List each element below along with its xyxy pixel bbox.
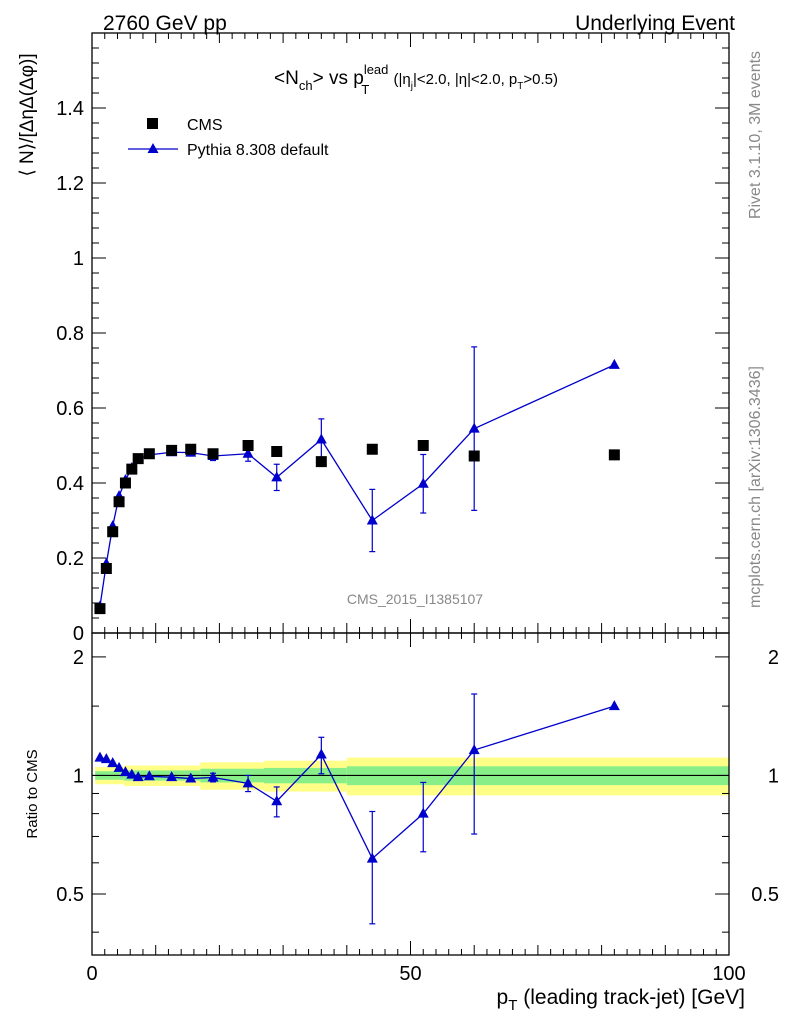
ratio-pythia-point [417, 807, 429, 818]
ratio-pythia-point [166, 771, 178, 782]
main-cms-point [132, 453, 144, 465]
main-panel: 0 0.2 0.4 0.6 0.8 1 1.2 1.4 <Nch> vs plead T (|η… [17, 32, 730, 645]
main-y-tick-label: 0 [73, 623, 84, 645]
title-cut-open: (|η [389, 71, 410, 88]
ratio-pythia-point [132, 771, 144, 782]
main-title: <Nch> vs plead T (|ηj|<2.0, |η|<2.0, pT>0… [274, 62, 558, 97]
ratio-pythia-point [242, 777, 254, 788]
title-cut-sub-j: j [410, 81, 413, 92]
ratio-pythia-point [143, 770, 155, 781]
ratio-pythia-point [366, 852, 378, 863]
main-pythia-point [417, 477, 429, 488]
main-cms-point [366, 443, 378, 455]
ratio-x-tick-label: 100 [712, 963, 745, 985]
main-cms-point [185, 443, 197, 455]
main-y-tick-label: 0.2 [56, 548, 84, 570]
rivet-label: Rivet 3.1.10, 3M events [747, 51, 764, 219]
ratio-y-tick-label: 1 [73, 765, 84, 787]
legend-label-pythia: Pythia 8.308 default [187, 142, 329, 159]
main-cms-point [100, 563, 112, 574]
ratio-x-axis: 0 50 100 [86, 633, 746, 985]
title-cut-close: >0.5) [523, 71, 558, 88]
legend: CMS Pythia 8.308 default [128, 117, 329, 159]
main-y-tick-label: 1 [73, 248, 84, 270]
ratio-y-tick-label-right: 2 [768, 647, 779, 669]
main-cms-point [242, 440, 254, 451]
main-pythia-line [99, 364, 615, 607]
ratio-pythia-point [315, 748, 327, 759]
title-cut-mid: |<2.0, |η|<2.0, p [413, 71, 517, 88]
main-cms-point [107, 526, 119, 538]
title-part1: <N [274, 68, 299, 89]
main-cms-point [608, 449, 620, 461]
legend-label-cms: CMS [187, 117, 223, 134]
main-pythia-point [315, 433, 327, 444]
main-y-tick-label: 0.8 [56, 323, 84, 345]
ratio-pythia-point [94, 751, 106, 762]
mcplots-label: mcplots.cern.ch [arXiv:1306.3436] [747, 366, 764, 608]
main-pythia-point [366, 514, 378, 525]
ratio-pythia-point [207, 771, 219, 782]
ratio-pythia-point [608, 700, 620, 711]
ratio-y-axis: 0.5 0.5 1 1 2 2 [56, 647, 779, 933]
ratio-plot-content [94, 693, 620, 925]
title-sup2: lead [364, 62, 389, 77]
ratio-pythia-point [100, 753, 112, 764]
main-plot-content [94, 346, 620, 615]
main-cms-point [315, 456, 327, 468]
ratio-x-tick-label: 0 [86, 963, 97, 985]
main-cms-point [94, 603, 106, 615]
main-cms-point [119, 477, 131, 489]
ratio-x-tick-label: 50 [399, 963, 421, 985]
title-sub1: ch [299, 78, 313, 93]
main-pythia-point [242, 447, 254, 458]
x-axis-label-rest: (leading track-jet) [GeV] [517, 986, 745, 1009]
header-left: 2760 GeV pp [103, 12, 227, 35]
main-y-tick-label: 1.2 [56, 173, 84, 195]
ratio-y-tick-label: 2 [73, 647, 84, 669]
main-cms-point [207, 448, 219, 460]
ratio-y-tick-label-right: 0.5 [751, 884, 779, 906]
legend-marker-pythia [147, 143, 159, 153]
ratio-y-axis-label: Ratio to CMS [24, 749, 41, 838]
header-right: Underlying Event [575, 12, 735, 35]
main-cms-point [143, 448, 155, 460]
x-axis-label: pT (leading track-jet) [GeV] [497, 986, 745, 1014]
main-pythia-point [271, 471, 283, 482]
main-cms-point [126, 463, 138, 475]
ratio-pythia-point [126, 768, 138, 779]
main-y-tick-label: 0.4 [56, 473, 84, 495]
title-part2: > vs p [313, 68, 364, 89]
ratio-pythia-point [107, 757, 119, 768]
ratio-pythia-point [468, 744, 480, 755]
x-axis-label-sub: T [508, 997, 517, 1014]
ratio-y-tick-label: 0.5 [56, 884, 84, 906]
ratio-pythia-point [113, 761, 125, 772]
main-pythia-point [608, 358, 620, 369]
main-cms-point [113, 496, 125, 508]
title-sub2: T [361, 82, 369, 97]
title-cut-sub-T: T [517, 81, 523, 92]
analysis-watermark: CMS_2015_I1385107 [347, 591, 483, 607]
legend-marker-cms [147, 118, 158, 129]
main-cms-point [271, 446, 283, 457]
main-y-tick-label: 1.4 [56, 98, 84, 120]
ratio-panel: 0.5 0.5 1 1 2 2 0 50 100 Ratio to CMS pT (leadi… [24, 632, 779, 1014]
main-y-tick-label: 0.6 [56, 398, 84, 420]
ratio-pythia-point [119, 766, 131, 777]
main-x-ticks [91, 33, 730, 633]
main-pythia-point [468, 422, 480, 433]
ratio-y-tick-label-right: 1 [768, 765, 779, 787]
ratio-pythia-point [271, 795, 283, 806]
ratio-pythia-point [185, 772, 197, 783]
main-y-axis-label: ⟨ N⟩/[ΔηΔ(Δφ)] [17, 53, 38, 176]
main-cms-point [468, 450, 480, 462]
x-axis-label-main: p [497, 986, 509, 1009]
main-cms-point [417, 440, 429, 451]
main-cms-point [166, 444, 178, 456]
